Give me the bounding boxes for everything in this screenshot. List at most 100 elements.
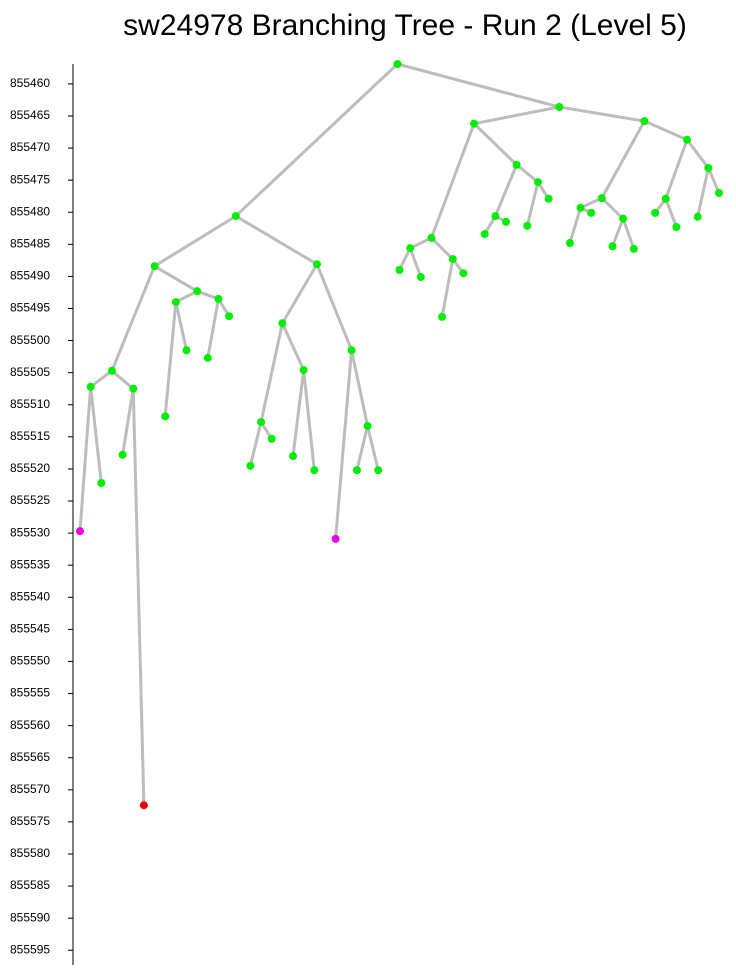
y-tick-label: 855540 [10,589,50,603]
node [363,421,372,430]
edge [525,181,540,227]
node [118,450,127,459]
edge [355,425,370,471]
node [523,221,532,230]
edge [397,62,560,109]
node [576,203,585,212]
edge [600,120,646,199]
y-tick-label: 855485 [10,237,50,251]
node [310,466,319,475]
node [225,312,234,321]
y-tick-label: 855585 [10,878,50,892]
node [203,353,212,362]
node [704,163,713,172]
edge [473,105,560,126]
y-tick-label: 855565 [10,750,50,764]
y-tick-label: 855535 [10,557,50,571]
node [107,366,116,375]
node [502,217,510,226]
node [139,801,148,810]
edge [685,138,710,169]
edge [398,247,412,271]
y-tick-label: 855480 [10,204,50,218]
node [533,178,542,187]
node [246,461,255,470]
y-tick-label: 855465 [10,108,50,122]
node [257,418,266,427]
node [427,233,436,242]
node [651,208,660,217]
node [597,194,606,203]
node [587,208,596,217]
node [619,214,628,223]
node [512,160,521,169]
edge [600,197,625,220]
edge [440,258,455,318]
y-tick-label: 855550 [10,654,50,668]
edge [291,369,306,457]
y-tick-label: 855475 [10,172,50,186]
edges [78,62,721,806]
edge [611,218,625,247]
node [193,287,202,296]
node [448,255,457,264]
node [171,298,180,307]
node [76,527,84,536]
y-tick-label: 855525 [10,493,50,507]
edge [89,369,113,388]
node [629,244,638,253]
y-tick-label: 855595 [10,942,50,956]
edge [110,369,135,390]
edge [78,386,93,532]
y-tick-label: 855570 [10,782,50,796]
node [214,294,223,303]
node [555,102,564,111]
edge [302,369,316,471]
edge [110,265,156,372]
node [438,312,447,321]
edge [89,386,103,484]
edge [315,263,353,351]
y-tick-label: 855520 [10,461,50,475]
node [374,466,383,475]
nodes [76,60,723,810]
node [608,242,617,251]
y-tick-label: 855460 [10,76,50,90]
node [565,239,574,248]
y-tick-label: 855575 [10,814,50,828]
y-tick-label: 855505 [10,365,50,379]
node [231,212,240,221]
edge [408,247,423,278]
edge [493,164,519,217]
edge [706,167,721,194]
y-tick-label: 855545 [10,622,50,636]
node [395,265,404,274]
edge [664,139,689,200]
node [267,434,276,443]
node [352,466,361,475]
edge [696,167,710,218]
y-tick-label: 855510 [10,397,50,411]
node [86,382,95,391]
edge [664,198,678,228]
y-tick-label: 855590 [10,910,50,924]
edge [621,218,636,250]
node [393,60,402,68]
edge [234,214,318,266]
node [672,223,681,232]
node [182,346,191,355]
edge [153,214,237,268]
node [347,346,356,355]
edge [366,425,380,471]
node [661,194,670,203]
y-tick-label: 855555 [10,686,50,700]
node [491,212,500,221]
node [640,117,649,126]
node [544,194,553,203]
edge [473,122,518,166]
node [129,384,138,393]
edge [350,349,370,427]
y-tick-label: 855560 [10,718,50,732]
edge [259,322,284,423]
